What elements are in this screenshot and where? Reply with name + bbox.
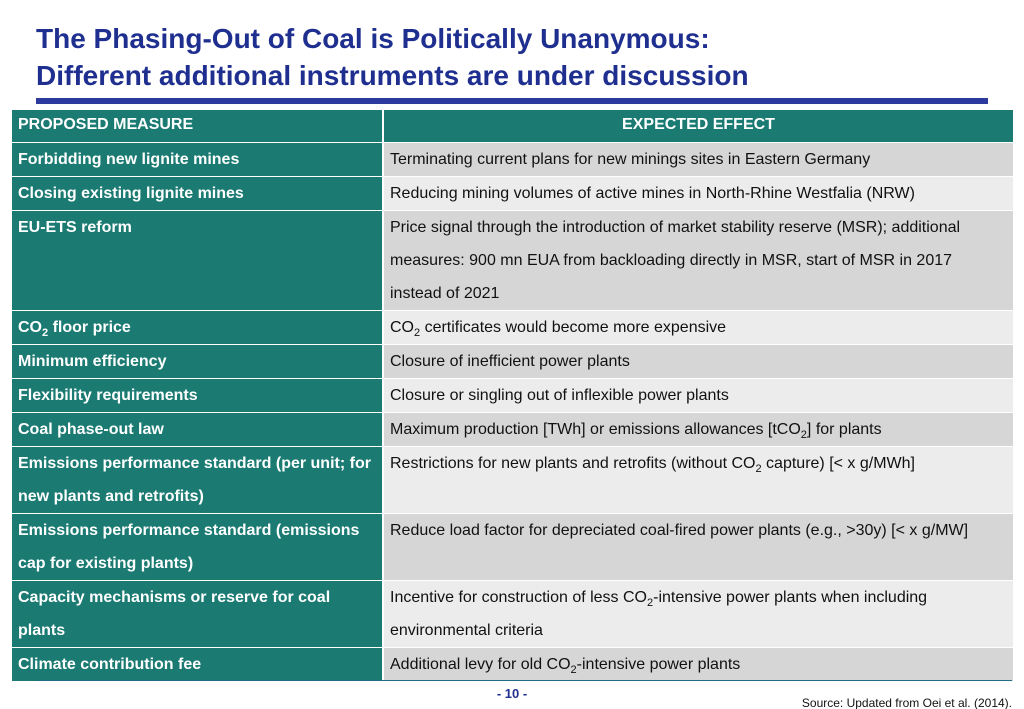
- table-row: Coal phase-out law Maximum production [T…: [12, 413, 1013, 447]
- table-header-row: PROPOSED MEASURE EXPECTED EFFECT: [12, 110, 1013, 143]
- effect-text: Restrictions for new plants and retrofit…: [390, 455, 756, 472]
- measures-table: PROPOSED MEASURE EXPECTED EFFECT Forbidd…: [12, 110, 1013, 682]
- table-row: Capacity mechanisms or reserve for coal …: [12, 581, 1013, 648]
- slide-title-line-1: The Phasing-Out of Coal is Politically U…: [36, 23, 710, 54]
- effect-text: -intensive power plants when including e…: [390, 589, 928, 639]
- source-citation: Source: Updated from Oei et al. (2014).: [801, 696, 1012, 709]
- effect-cell: Closure of inefficient power plants: [384, 345, 1013, 379]
- effect-text: Incentive for construction of less CO: [390, 589, 647, 606]
- measure-cell: Climate contribution fee: [12, 648, 384, 682]
- header-proposed-measure: PROPOSED MEASURE: [12, 110, 384, 143]
- measure-cell: EU-ETS reform: [12, 211, 384, 311]
- effect-cell: CO2 certificates would become more expen…: [384, 311, 1013, 345]
- table-row: Emissions performance standard (per unit…: [12, 447, 1013, 514]
- subscript: 2: [800, 429, 807, 442]
- measure-cell: Capacity mechanisms or reserve for coal …: [12, 581, 384, 648]
- effect-cell: Maximum production [TWh] or emissions al…: [384, 413, 1013, 447]
- slide-title-line-2: Different additional instruments are und…: [36, 60, 749, 91]
- effect-cell: Closure or singling out of inflexible po…: [384, 379, 1013, 413]
- effect-cell: Price signal through the introduction of…: [384, 211, 1013, 311]
- title-divider: [36, 98, 988, 104]
- page-number: - 10 -: [496, 686, 528, 701]
- effect-text: capture) [< x g/MWh]: [761, 455, 915, 472]
- effect-text: Maximum production [TWh] or emissions al…: [390, 421, 801, 438]
- effect-cell: Reduce load factor for depreciated coal-…: [384, 514, 1013, 581]
- subscript: 2: [570, 664, 577, 677]
- table-row: Climate contribution fee Additional levy…: [12, 648, 1013, 682]
- subscript: 2: [42, 327, 49, 340]
- measure-cell: CO2 floor price: [12, 311, 384, 345]
- measure-cell: Coal phase-out law: [12, 413, 384, 447]
- subscript: 2: [414, 327, 421, 340]
- footer-divider: [36, 680, 1012, 681]
- effect-cell: Terminating current plans for new mining…: [384, 143, 1013, 177]
- measure-cell: Minimum efficiency: [12, 345, 384, 379]
- effect-cell: Restrictions for new plants and retrofit…: [384, 447, 1013, 514]
- effect-cell: Reducing mining volumes of active mines …: [384, 177, 1013, 211]
- measure-cell: Forbidding new lignite mines: [12, 143, 384, 177]
- measure-cell: Emissions performance standard (emission…: [12, 514, 384, 581]
- subscript: 2: [647, 597, 654, 610]
- table-row: Closing existing lignite mines Reducing …: [12, 177, 1013, 211]
- effect-cell: Incentive for construction of less CO2-i…: [384, 581, 1013, 648]
- table-row: Flexibility requirements Closure or sing…: [12, 379, 1013, 413]
- table-row: Forbidding new lignite mines Terminating…: [12, 143, 1013, 177]
- slide-title: The Phasing-Out of Coal is Politically U…: [36, 20, 996, 94]
- effect-text: ] for plants: [806, 421, 882, 438]
- table-row: Minimum efficiency Closure of inefficien…: [12, 345, 1013, 379]
- effect-text: certificates would become more expensive: [420, 319, 727, 336]
- effect-cell: Additional levy for old CO2-intensive po…: [384, 648, 1013, 682]
- table-row: EU-ETS reform Price signal through the i…: [12, 211, 1013, 311]
- measure-cell: Flexibility requirements: [12, 379, 384, 413]
- effect-text: -intensive power plants: [576, 656, 741, 673]
- measure-cell: Emissions performance standard (per unit…: [12, 447, 384, 514]
- effect-text: CO: [390, 319, 414, 336]
- measure-text: CO: [18, 319, 42, 336]
- table-row: CO2 floor price CO2 certificates would b…: [12, 311, 1013, 345]
- measure-cell: Closing existing lignite mines: [12, 177, 384, 211]
- header-expected-effect: EXPECTED EFFECT: [384, 110, 1013, 143]
- subscript: 2: [755, 463, 762, 476]
- measure-text: floor price: [48, 319, 131, 336]
- table-row: Emissions performance standard (emission…: [12, 514, 1013, 581]
- effect-text: Additional levy for old CO: [390, 656, 571, 673]
